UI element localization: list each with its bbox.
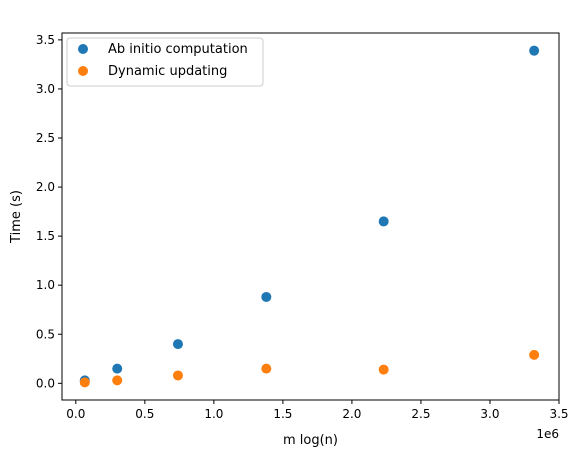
ab-initio-point: [172, 339, 183, 350]
ab-initio-point: [112, 363, 123, 374]
x-tick-label: 0.5: [135, 407, 154, 421]
y-tick-label: 3.0: [36, 82, 55, 96]
dynamic-updating-point: [79, 377, 90, 388]
legend-marker-dynamic: [78, 66, 88, 76]
y-tick-label: 0.0: [36, 376, 55, 390]
y-tick-label: 2.0: [36, 180, 55, 194]
ab-initio-point: [378, 216, 389, 227]
plot-area-frame: [61, 32, 560, 401]
y-axis-label: Time (s): [9, 190, 24, 244]
y-tick-label: 2.5: [36, 131, 55, 145]
legend: Ab initio computation Dynamic updating: [66, 37, 264, 87]
x-axis-offset-label: 1e6: [536, 427, 559, 441]
points-layer: [79, 45, 540, 388]
x-tick-label: 1.0: [204, 407, 223, 421]
legend-marker-ab-initio: [78, 44, 88, 54]
x-tick-label: 3.0: [480, 407, 499, 421]
dynamic-updating-point: [378, 364, 389, 375]
legend-box: [66, 37, 264, 87]
y-tick-label: 1.5: [36, 229, 55, 243]
x-tick-label: 2.5: [411, 407, 430, 421]
dynamic-updating-point: [112, 375, 123, 386]
legend-label-dynamic: Dynamic updating: [108, 64, 227, 79]
y-tick-label: 3.5: [36, 33, 55, 47]
y-tick-label: 1.0: [36, 278, 55, 292]
ab-initio-point: [261, 291, 272, 302]
dynamic-updating-point: [529, 349, 540, 360]
x-tick-label: 3.5: [549, 407, 568, 421]
dynamic-updating-point: [261, 363, 272, 374]
y-tick-label: 0.5: [36, 327, 55, 341]
x-tick-label: 1.5: [273, 407, 292, 421]
x-axis-label: m log(n): [283, 433, 338, 448]
ab-initio-point: [529, 45, 540, 56]
dynamic-updating-point: [172, 370, 183, 381]
x-tick-label: 0.0: [66, 407, 85, 421]
x-tick-label: 2.0: [342, 407, 361, 421]
legend-label-ab-initio: Ab initio computation: [108, 42, 248, 57]
ticks-layer: 0.0 0.5 1.0 1.5 2.0 2.5 3.0 3.5 0.0 0.5 1.0 1.5 2.0 2…: [36, 33, 569, 421]
